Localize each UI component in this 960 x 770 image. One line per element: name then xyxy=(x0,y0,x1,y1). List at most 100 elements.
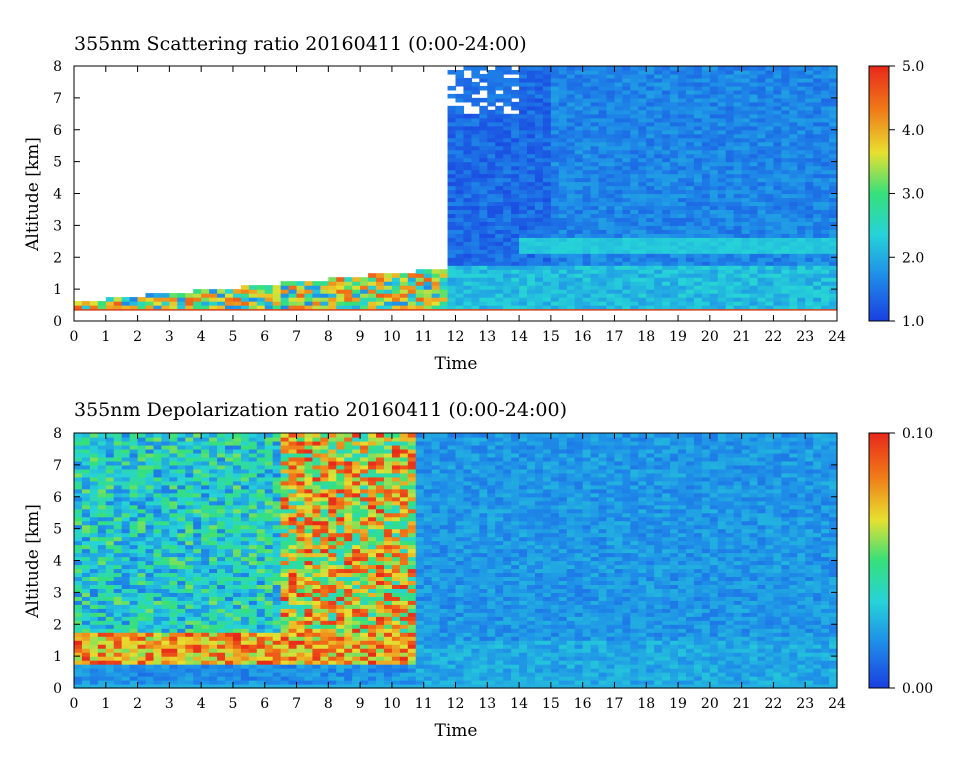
heatmap-cell xyxy=(81,440,91,446)
heatmap-cell xyxy=(177,444,186,450)
heatmap-cell xyxy=(646,173,655,179)
heatmap-cell xyxy=(185,676,194,681)
heatmap-cell xyxy=(439,301,449,306)
heatmap-cell xyxy=(177,548,186,554)
heatmap-cell xyxy=(511,141,520,147)
heatmap-cell xyxy=(264,636,274,641)
heatmap-cell xyxy=(97,656,107,661)
heatmap-cell xyxy=(89,456,99,462)
heatmap-cell xyxy=(733,193,743,199)
heatmap-cell xyxy=(733,237,743,242)
heatmap-cell xyxy=(622,301,631,306)
heatmap-cell xyxy=(193,636,202,641)
heatmap-cell xyxy=(129,552,139,558)
heatmap-cell xyxy=(654,113,663,119)
heatmap-cell xyxy=(161,536,170,542)
heatmap-cell xyxy=(813,177,822,183)
heatmap-cell xyxy=(733,293,743,298)
heatmap-cell xyxy=(590,217,600,222)
heatmap-cell xyxy=(225,472,234,478)
heatmap-cell xyxy=(511,289,520,294)
heatmap-cell xyxy=(463,261,472,266)
heatmap-cell xyxy=(725,105,735,111)
heatmap-cell xyxy=(527,241,536,246)
heatmap-cell xyxy=(678,281,687,286)
heatmap-cell xyxy=(264,668,274,673)
heatmap-cell xyxy=(654,281,663,286)
heatmap-cell xyxy=(678,277,687,282)
heatmap-cell xyxy=(773,157,782,163)
heatmap-cell xyxy=(709,81,719,87)
heatmap-cell xyxy=(89,468,99,474)
heatmap-cell xyxy=(717,66,727,71)
heatmap-cell xyxy=(225,560,234,566)
heatmap-cell xyxy=(129,297,139,302)
heatmap-cell xyxy=(574,285,584,290)
heatmap-cell xyxy=(232,560,242,566)
heatmap-cell xyxy=(447,233,457,238)
heatmap-cell xyxy=(614,241,624,246)
heatmap-cell xyxy=(185,640,194,645)
heatmap-cell xyxy=(558,189,568,195)
heatmap-cell xyxy=(129,484,139,490)
heatmap-cell xyxy=(765,233,775,238)
heatmap-cell xyxy=(177,484,186,490)
heatmap-cell xyxy=(209,680,218,685)
heatmap-cell xyxy=(248,532,258,538)
heatmap-cell xyxy=(264,532,274,538)
heatmap-cell xyxy=(225,452,234,458)
heatmap-cell xyxy=(717,301,727,306)
heatmap-cell xyxy=(550,273,560,278)
heatmap-cell xyxy=(805,89,814,95)
heatmap-cell xyxy=(463,149,472,155)
heatmap-cell xyxy=(693,105,703,111)
heatmap-cell xyxy=(701,189,711,195)
heatmap-cell xyxy=(725,261,735,266)
heatmap-cell xyxy=(805,85,814,91)
heatmap-cell xyxy=(81,448,91,454)
heatmap-cell xyxy=(590,137,600,143)
heatmap-cell xyxy=(534,297,544,302)
heatmap-cell xyxy=(447,269,457,274)
heatmap-cell xyxy=(566,85,576,91)
heatmap-cell xyxy=(701,121,711,127)
heatmap-cell xyxy=(582,289,592,294)
heatmap-cell xyxy=(670,121,679,127)
heatmap-cell xyxy=(709,205,719,211)
heatmap-cell xyxy=(74,524,83,530)
heatmap-cell xyxy=(415,277,425,282)
heatmap-cell xyxy=(153,656,163,661)
heatmap-cell xyxy=(646,285,655,290)
heatmap-cell xyxy=(646,89,655,95)
heatmap-cell xyxy=(805,157,814,163)
heatmap-cell xyxy=(527,93,536,99)
heatmap-cell xyxy=(598,121,608,127)
heatmap-cell xyxy=(137,684,147,689)
heatmap-cell xyxy=(733,85,743,91)
heatmap-cell xyxy=(248,460,258,466)
heatmap-cell xyxy=(813,97,822,103)
heatmap-cell xyxy=(781,217,790,222)
heatmap-cell xyxy=(606,205,616,211)
heatmap-cell xyxy=(821,177,830,183)
heatmap-cell xyxy=(169,456,178,462)
heatmap-cell xyxy=(654,249,663,254)
heatmap-cell xyxy=(264,301,274,306)
heatmap-cell xyxy=(542,117,552,123)
heatmap-cell xyxy=(566,209,576,215)
heatmap-cell xyxy=(542,125,552,131)
heatmap-cell xyxy=(542,285,552,290)
heatmap-cell xyxy=(264,568,274,574)
heatmap-cell xyxy=(145,644,155,649)
heatmap-cell xyxy=(733,281,743,286)
heatmap-cell xyxy=(550,189,560,195)
x-tick-label: 1 xyxy=(101,329,110,345)
heatmap-cell xyxy=(813,253,822,258)
heatmap-cell xyxy=(670,265,679,270)
heatmap-cell xyxy=(479,221,488,226)
heatmap-cell xyxy=(558,197,568,203)
heatmap-cell xyxy=(129,668,139,673)
heatmap-cell xyxy=(153,664,163,669)
heatmap-cell xyxy=(717,197,727,203)
heatmap-cell xyxy=(463,113,472,119)
